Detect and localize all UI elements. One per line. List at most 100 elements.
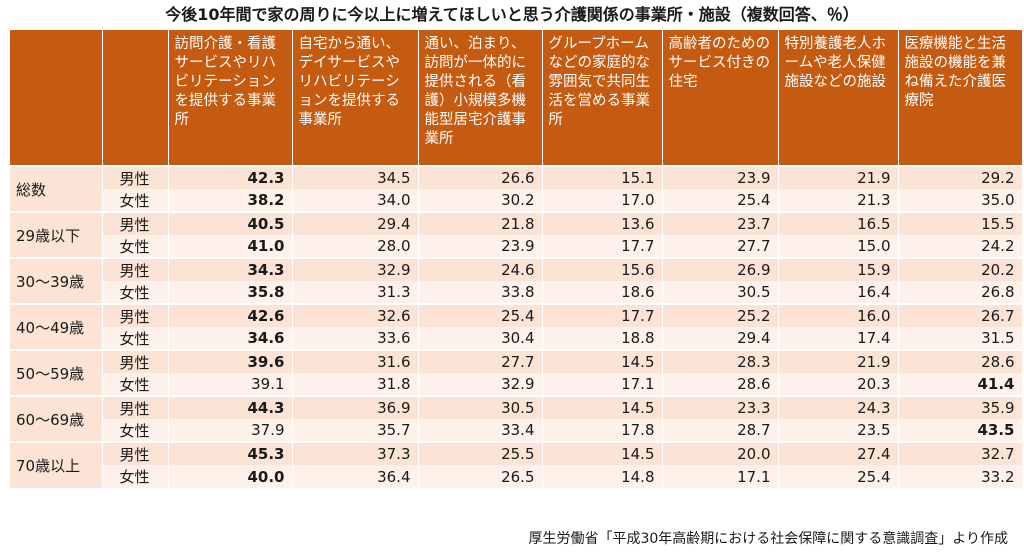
value-cell: 37.9 (168, 419, 293, 442)
table-row: 女性 38.2 34.0 30.2 17.0 25.4 21.3 35.0 (10, 189, 1023, 212)
value-cell: 44.3 (168, 395, 293, 419)
value-cell: 31.3 (292, 281, 419, 304)
value-cell: 15.0 (778, 235, 899, 258)
table-row: 60～69歳 男性 44.3 36.9 30.5 14.5 23.3 24.3 35.9 (10, 395, 1023, 442)
value-cell: 21.9 (778, 165, 899, 189)
value-cell: 40.0 (168, 465, 293, 488)
sex-label: 女性 (102, 235, 169, 258)
value-cell: 34.5 (292, 165, 419, 189)
value-cell: 17.7 (542, 303, 663, 327)
value-cell: 32.9 (292, 257, 419, 281)
value-cell: 28.7 (662, 419, 779, 442)
value-cell: 43.5 (898, 419, 1023, 442)
column-header: グループホームなどの家庭的な雰囲気で共同生活を営める事業所 (542, 30, 663, 166)
value-cell: 18.6 (542, 281, 663, 304)
source-note: 厚生労働省「平成30年高齢期における社会保障に関する意識調査」より作成 (528, 531, 1008, 547)
value-cell: 29.4 (292, 211, 419, 235)
value-cell: 31.5 (898, 327, 1023, 350)
value-cell: 20.0 (662, 441, 779, 465)
sex-label: 女性 (102, 419, 169, 442)
value-cell: 37.3 (292, 441, 419, 465)
value-cell: 29.2 (898, 165, 1023, 189)
value-cell: 26.7 (898, 303, 1023, 327)
value-cell: 14.5 (542, 395, 663, 419)
value-cell: 35.7 (292, 419, 419, 442)
value-cell: 39.1 (168, 373, 293, 396)
header-corner-sex (102, 30, 169, 166)
header-corner (10, 30, 103, 166)
value-cell: 30.5 (418, 395, 543, 419)
value-cell: 15.9 (778, 257, 899, 281)
value-cell: 14.5 (542, 349, 663, 373)
table-row: 女性 35.8 31.3 33.8 18.6 30.5 16.4 26.8 (10, 281, 1023, 304)
value-cell: 42.6 (168, 303, 293, 327)
age-group-label: 40～49歳 (10, 303, 103, 350)
age-group-label: 29歳以下 (10, 211, 103, 258)
value-cell: 14.5 (542, 441, 663, 465)
value-cell: 28.3 (662, 349, 779, 373)
value-cell: 23.9 (662, 165, 779, 189)
value-cell: 13.6 (542, 211, 663, 235)
value-cell: 32.6 (292, 303, 419, 327)
sex-label: 女性 (102, 189, 169, 212)
value-cell: 20.3 (778, 373, 899, 396)
value-cell: 34.6 (168, 327, 293, 350)
value-cell: 17.4 (778, 327, 899, 350)
value-cell: 25.4 (662, 189, 779, 212)
value-cell: 36.9 (292, 395, 419, 419)
value-cell: 29.4 (662, 327, 779, 350)
value-cell: 21.9 (778, 349, 899, 373)
table-row: 総数 男性 42.3 34.5 26.6 15.1 23.9 21.9 29.2 (10, 165, 1023, 212)
sex-label: 男性 (102, 395, 169, 419)
value-cell: 28.6 (898, 349, 1023, 373)
value-cell: 30.2 (418, 189, 543, 212)
value-cell: 17.1 (542, 373, 663, 396)
table-row: 女性 41.0 28.0 23.9 17.7 27.7 15.0 24.2 (10, 235, 1023, 258)
value-cell: 15.5 (898, 211, 1023, 235)
value-cell: 17.8 (542, 419, 663, 442)
value-cell: 34.3 (168, 257, 293, 281)
sex-label: 男性 (102, 303, 169, 327)
header-row: 訪問介護・看護サービスやリハビリテーションを提供する事業所 自宅から通い、デイサー… (10, 30, 1023, 166)
value-cell: 27.7 (662, 235, 779, 258)
table-row: 女性 37.9 35.7 33.4 17.8 28.7 23.5 43.5 (10, 419, 1023, 442)
data-table: 訪問介護・看護サービスやリハビリテーションを提供する事業所 自宅から通い、デイサー… (10, 30, 1023, 488)
value-cell: 26.6 (418, 165, 543, 189)
column-header: 高齢者のためのサービス付きの住宅 (662, 30, 779, 166)
value-cell: 28.0 (292, 235, 419, 258)
value-cell: 24.6 (418, 257, 543, 281)
value-cell: 21.3 (778, 189, 899, 212)
sex-label: 女性 (102, 281, 169, 304)
value-cell: 15.6 (542, 257, 663, 281)
page-title: 今後10年間で家の周りに今以上に増えてほしいと思う介護関係の事業所・施設（複数回… (165, 5, 859, 24)
value-cell: 17.7 (542, 235, 663, 258)
value-cell: 16.4 (778, 281, 899, 304)
sex-label: 女性 (102, 465, 169, 488)
value-cell: 23.5 (778, 419, 899, 442)
sex-label: 男性 (102, 349, 169, 373)
value-cell: 27.7 (418, 349, 543, 373)
table-row: 40～49歳 男性 42.6 32.6 25.4 17.7 25.2 16.0 26.7 (10, 303, 1023, 350)
value-cell: 26.9 (662, 257, 779, 281)
table-row: 50～59歳 男性 39.6 31.6 27.7 14.5 28.3 21.9 28.6 (10, 349, 1023, 396)
value-cell: 23.9 (418, 235, 543, 258)
value-cell: 16.0 (778, 303, 899, 327)
value-cell: 25.2 (662, 303, 779, 327)
sex-label: 女性 (102, 327, 169, 350)
value-cell: 33.8 (418, 281, 543, 304)
table-row: 女性 40.0 36.4 26.5 14.8 17.1 25.4 33.2 (10, 465, 1023, 488)
age-group-label: 70歳以上 (10, 441, 103, 488)
value-cell: 41.4 (898, 373, 1023, 396)
value-cell: 34.0 (292, 189, 419, 212)
sex-label: 女性 (102, 373, 169, 396)
table-row: 29歳以下 男性 40.5 29.4 21.8 13.6 23.7 16.5 15.5 (10, 211, 1023, 258)
value-cell: 31.6 (292, 349, 419, 373)
sex-label: 男性 (102, 441, 169, 465)
table-row: 70歳以上 男性 45.3 37.3 25.5 14.5 20.0 27.4 32.7 (10, 441, 1023, 488)
value-cell: 35.9 (898, 395, 1023, 419)
value-cell: 38.2 (168, 189, 293, 212)
value-cell: 25.5 (418, 441, 543, 465)
value-cell: 24.2 (898, 235, 1023, 258)
value-cell: 24.3 (778, 395, 899, 419)
value-cell: 42.3 (168, 165, 293, 189)
